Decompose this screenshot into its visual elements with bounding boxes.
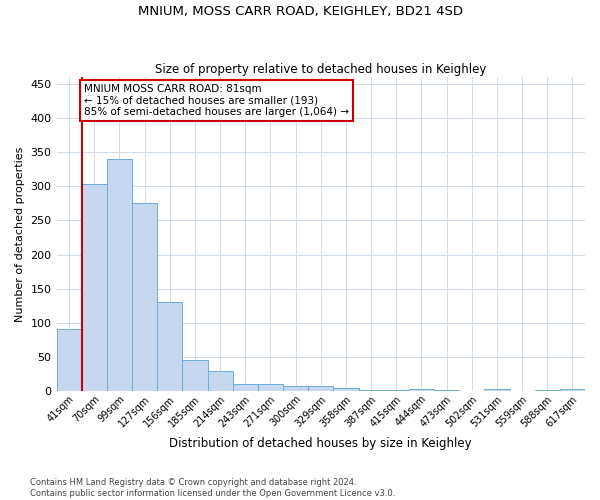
Bar	[308, 386, 334, 391]
Bar	[82, 184, 107, 391]
Bar	[383, 390, 409, 391]
Bar	[132, 202, 157, 391]
Bar	[258, 384, 283, 391]
Bar	[157, 302, 182, 391]
Bar	[560, 389, 585, 391]
Bar	[208, 370, 233, 391]
Bar	[359, 390, 383, 391]
Bar	[535, 390, 560, 391]
Bar	[484, 389, 509, 391]
Y-axis label: Number of detached properties: Number of detached properties	[15, 146, 25, 322]
Text: MNIUM MOSS CARR ROAD: 81sqm
← 15% of detached houses are smaller (193)
85% of se: MNIUM MOSS CARR ROAD: 81sqm ← 15% of det…	[84, 84, 349, 117]
Bar	[283, 386, 308, 391]
Bar	[233, 384, 258, 391]
Title: Size of property relative to detached houses in Keighley: Size of property relative to detached ho…	[155, 63, 487, 76]
X-axis label: Distribution of detached houses by size in Keighley: Distribution of detached houses by size …	[169, 437, 472, 450]
Bar	[56, 329, 82, 391]
Bar	[334, 388, 359, 391]
Bar	[434, 390, 459, 391]
Bar	[182, 360, 208, 391]
Text: Contains HM Land Registry data © Crown copyright and database right 2024.
Contai: Contains HM Land Registry data © Crown c…	[30, 478, 395, 498]
Bar	[409, 389, 434, 391]
Text: MNIUM, MOSS CARR ROAD, KEIGHLEY, BD21 4SD: MNIUM, MOSS CARR ROAD, KEIGHLEY, BD21 4S…	[137, 5, 463, 18]
Bar	[107, 159, 132, 391]
